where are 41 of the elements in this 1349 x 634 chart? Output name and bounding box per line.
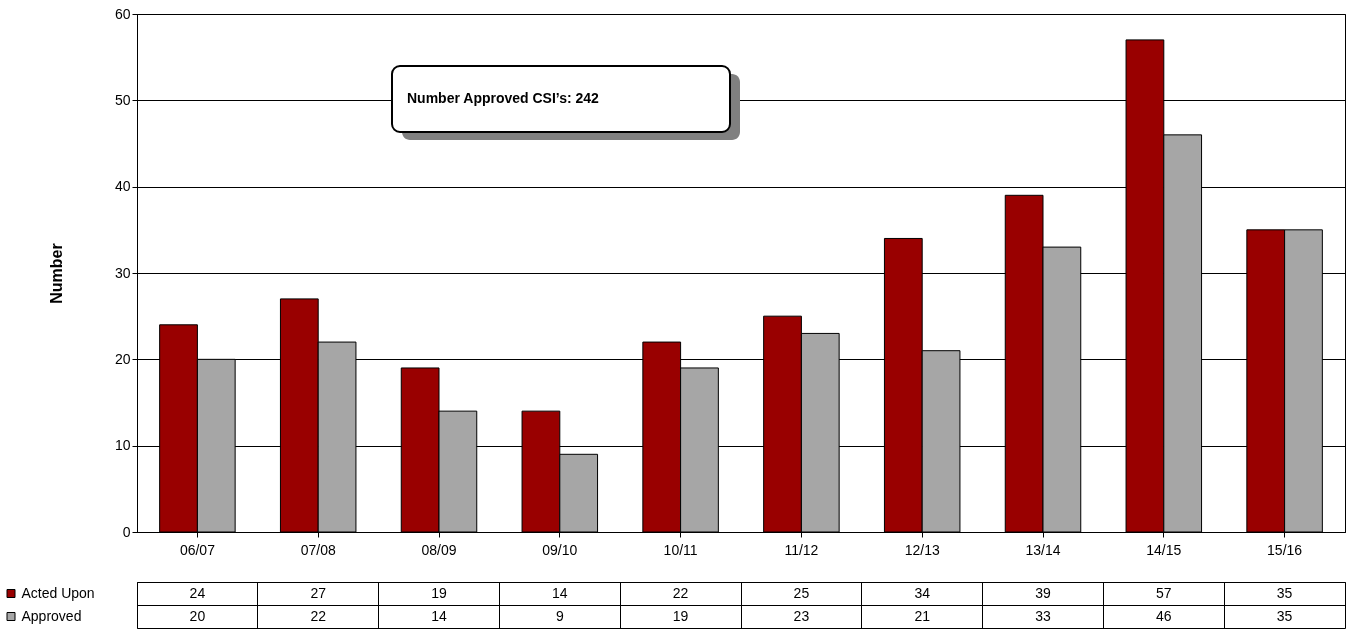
data-label: 34 bbox=[914, 584, 931, 601]
x-tick-label: 08/09 bbox=[421, 541, 457, 558]
y-tick-label: 40 bbox=[114, 178, 131, 195]
data-label: 39 bbox=[1035, 584, 1051, 601]
y-axis-title: Number bbox=[47, 243, 65, 304]
x-tick-label: 07/08 bbox=[300, 541, 336, 558]
y-tick-label: 50 bbox=[114, 91, 131, 108]
y-tick-label: 20 bbox=[114, 350, 131, 367]
data-label: 14 bbox=[431, 607, 447, 624]
x-tick-label: 14/15 bbox=[1146, 541, 1182, 558]
y-tick-label: 0 bbox=[122, 523, 131, 540]
y-tick-label: 60 bbox=[114, 5, 131, 22]
annotation: Number Approved CSI’s: 242 bbox=[407, 90, 600, 106]
x-tick-label: 12/13 bbox=[904, 541, 940, 558]
y-tick-label: 10 bbox=[114, 437, 131, 454]
x-tick-label: 06/07 bbox=[179, 541, 216, 558]
data-label: 19 bbox=[672, 607, 689, 624]
legend-label: Acted Upon bbox=[21, 584, 95, 601]
data-label: 35 bbox=[1276, 607, 1293, 624]
data-label: 57 bbox=[1156, 584, 1172, 601]
data-label: 23 bbox=[793, 607, 810, 624]
y-tick-label: 30 bbox=[114, 264, 131, 281]
data-label: 22 bbox=[672, 584, 689, 601]
x-tick-label: 09/10 bbox=[542, 541, 578, 558]
x-tick-label: 10/11 bbox=[663, 541, 698, 558]
data-label: 20 bbox=[189, 607, 206, 624]
legend-label: Approved bbox=[21, 607, 82, 624]
data-label: 25 bbox=[793, 584, 810, 601]
data-label: 14 bbox=[552, 584, 568, 601]
x-tick-label: 13/14 bbox=[1025, 541, 1061, 558]
data-label: 19 bbox=[431, 584, 447, 601]
data-label: 35 bbox=[1276, 584, 1293, 601]
data-label: 21 bbox=[914, 607, 931, 624]
x-tick-label: 15/16 bbox=[1267, 541, 1303, 558]
data-label: 22 bbox=[310, 607, 327, 624]
data-label: 33 bbox=[1035, 607, 1051, 624]
data-label: 27 bbox=[310, 584, 327, 601]
data-label: 46 bbox=[1156, 607, 1172, 624]
data-label: 9 bbox=[555, 607, 564, 624]
data-label: 24 bbox=[189, 584, 206, 601]
x-tick-label: 11/12 bbox=[784, 541, 819, 558]
